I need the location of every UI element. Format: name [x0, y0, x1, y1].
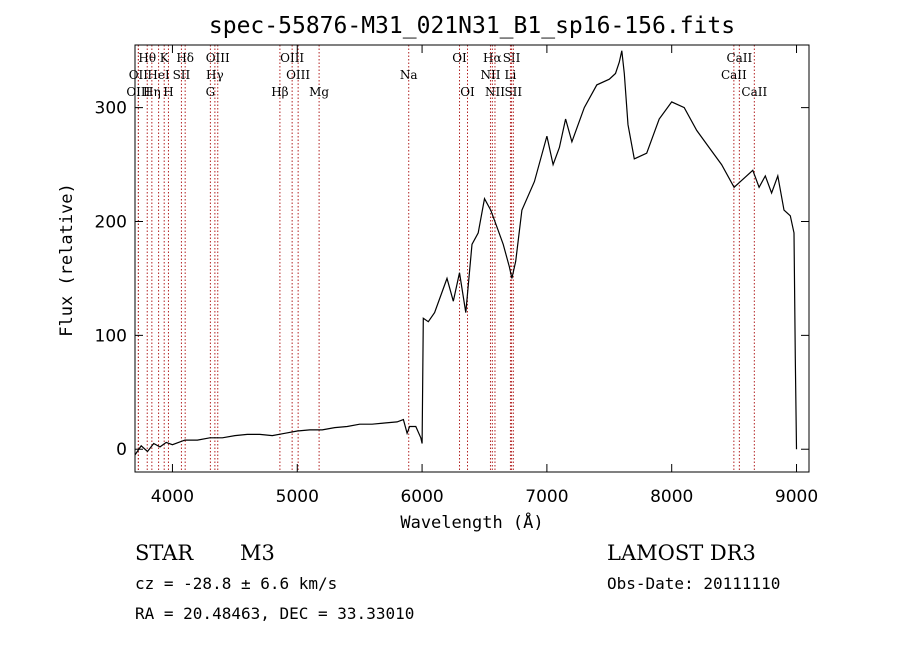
marker-label: Li — [505, 68, 517, 82]
marker-label: H — [163, 85, 173, 99]
plot-frame — [134, 44, 810, 473]
obs-date-text: Obs-Date: 20111110 — [607, 574, 780, 593]
marker-label: Hθ — [138, 51, 156, 65]
y-tick-label: 0 — [116, 440, 127, 460]
marker-label: Hη — [143, 85, 161, 99]
object-subclass: M3 — [240, 541, 275, 565]
x-axis-ticks: 4000 5000 6000 7000 8000 9000 — [151, 45, 818, 507]
redshift-text: cz = -28.8 ± 6.6 km/s — [135, 574, 337, 593]
marker-label: Na — [400, 68, 418, 82]
x-tick-label: 7000 — [525, 487, 568, 507]
marker-label: SII — [504, 85, 522, 99]
x-axis-label: Wavelength (Å) — [400, 511, 543, 533]
y-axis-ticks: 0 100 200 300 — [95, 99, 809, 460]
marker-label: Hβ — [271, 85, 288, 99]
flux-series-line — [134, 50, 798, 456]
marker-label: OIII — [126, 85, 150, 99]
marker-label: Hα — [483, 51, 502, 65]
x-tick-label: 6000 — [400, 487, 443, 507]
marker-label: HeI — [147, 68, 170, 82]
chart-title: spec-55876-M31_021N31_B1_sp16-156.fits — [209, 13, 735, 39]
x-tick-label: 4000 — [151, 487, 194, 507]
marker-label: NII — [485, 85, 505, 99]
x-tick-label: 8000 — [650, 487, 693, 507]
marker-label: OIII — [286, 68, 310, 82]
marker-label: Hγ — [206, 68, 224, 82]
y-tick-label: 300 — [95, 99, 127, 119]
y-tick-label: 100 — [95, 326, 127, 346]
marker-label: OIII — [206, 51, 230, 65]
marker-label: Mg — [309, 85, 329, 99]
x-tick-label: 5000 — [276, 487, 319, 507]
marker-label: OIII — [280, 51, 304, 65]
marker-label: CaII — [726, 51, 752, 65]
marker-label: OII — [129, 68, 149, 82]
marker-label: Hδ — [176, 51, 194, 65]
marker-label: SII — [173, 68, 191, 82]
y-tick-label: 200 — [95, 212, 127, 232]
marker-label: OI — [460, 85, 475, 99]
marker-label: G — [206, 85, 216, 99]
marker-label: CaII — [741, 85, 767, 99]
marker-label: K — [160, 51, 170, 65]
marker-label: NII — [480, 68, 500, 82]
coords-text: RA = 20.48463, DEC = 33.33010 — [135, 604, 414, 623]
x-tick-label: 9000 — [775, 487, 818, 507]
marker-label: CaII — [721, 68, 747, 82]
marker-label: SII — [503, 51, 521, 65]
marker-label: OI — [452, 51, 467, 65]
y-axis-label: Flux (relative) — [57, 183, 77, 337]
survey-name: LAMOST DR3 — [607, 541, 756, 565]
object-class: STAR — [135, 541, 194, 565]
